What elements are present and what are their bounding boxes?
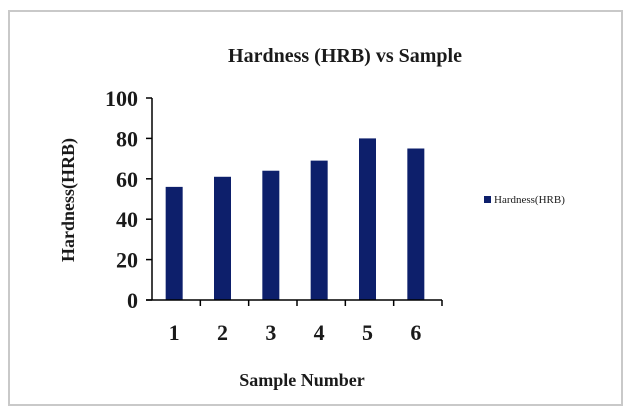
y-tick-label: 60 — [116, 167, 138, 192]
bar-sample-5 — [359, 138, 376, 300]
bar-sample-4 — [310, 160, 328, 300]
y-tick-label: 0 — [127, 288, 138, 313]
legend-label: Hardness(HRB) — [494, 194, 565, 206]
bar-sample-3 — [262, 170, 280, 300]
x-tick-label: 3 — [265, 320, 276, 345]
x-tick-label: 2 — [217, 320, 228, 345]
x-axis-ticks: 1 2 3 4 5 6 — [169, 300, 443, 345]
x-tick-label: 1 — [169, 320, 180, 345]
x-tick-label: 6 — [410, 320, 421, 345]
x-tick-label: 4 — [314, 320, 325, 345]
chart-title: Hardness (HRB) vs Sample — [228, 45, 462, 67]
y-tick-label: 20 — [116, 248, 138, 273]
y-axis-ticks: 0 20 40 60 80 100 — [105, 86, 152, 313]
y-tick-label: 80 — [116, 126, 138, 151]
bar-sample-6 — [407, 148, 425, 300]
bar-sample-2 — [214, 176, 231, 300]
bar-sample-1 — [165, 186, 183, 300]
legend-swatch — [484, 196, 491, 203]
legend: Hardness(HRB) — [484, 194, 565, 206]
bars — [165, 138, 425, 300]
y-tick-label: 100 — [105, 86, 138, 111]
x-tick-label: 5 — [362, 320, 373, 345]
y-axis-label: Hardness(HRB) — [58, 138, 79, 262]
y-tick-label: 40 — [116, 207, 138, 232]
x-axis-label: Sample Number — [239, 370, 365, 390]
